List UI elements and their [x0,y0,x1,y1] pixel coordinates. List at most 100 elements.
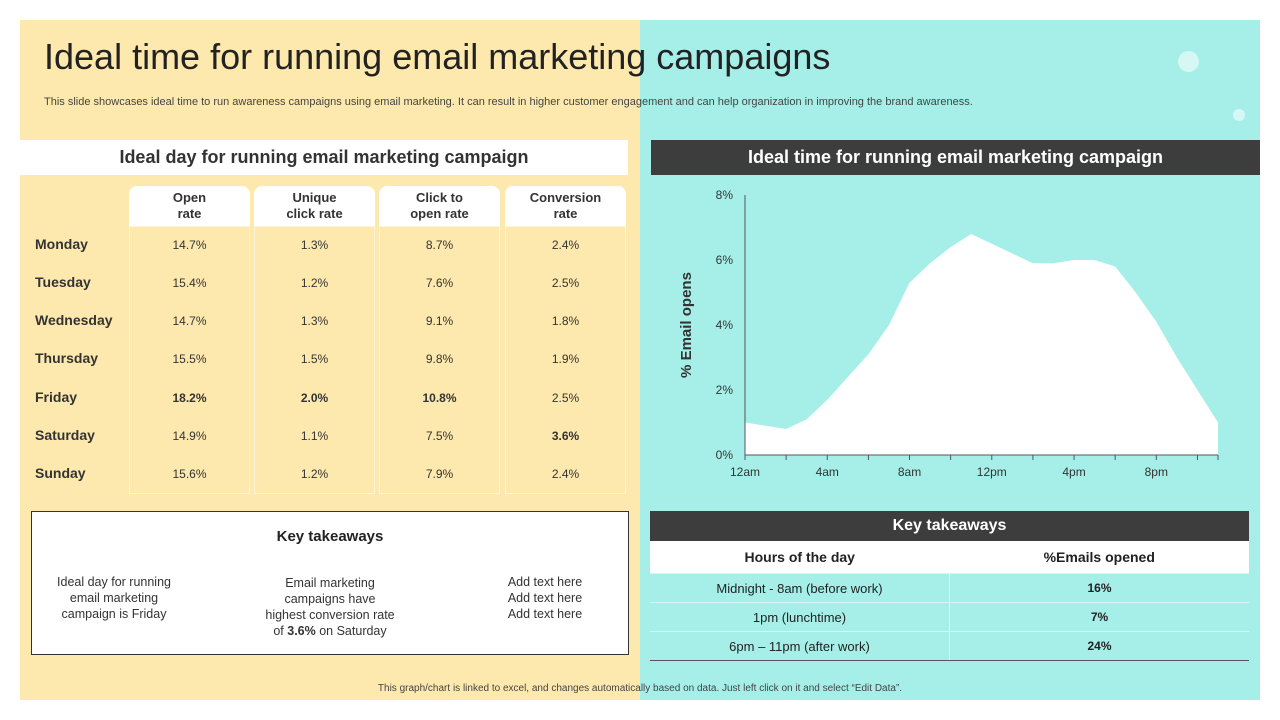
takeaway-saturday: Email marketing campaigns have highest c… [250,575,410,639]
y-tick-label: 8% [716,188,734,202]
area-series [745,234,1218,455]
table-row: 6pm – 11pm (after work) 24% [650,631,1249,661]
placeholder-line: Add text here [507,607,583,621]
day-label: Saturday [35,427,95,443]
day-table-cell: 15.6% [172,467,207,481]
takeaway-text: on Saturday [315,624,387,638]
pct-cell: 24% [1087,639,1112,653]
day-table-cell: 1.2% [300,276,329,290]
day-table-cell: 1.1% [300,429,329,443]
y-tick-label: 6% [716,253,734,267]
day-table-cell: 2.0% [300,391,329,405]
column-body [254,226,375,494]
day-table-cell: 14.7% [172,238,207,252]
column-body [505,226,626,494]
day-label: Monday [35,236,88,252]
hours-column-header: Hours of the day [744,549,855,565]
day-table-heading: Ideal day for running email marketing ca… [20,140,628,175]
day-table-cell: 1.3% [300,314,329,328]
table-row: 1pm (lunchtime) 7% [650,602,1249,631]
takeaway-placeholder: Add text here Add text here Add text her… [487,574,603,622]
day-table-cell: 15.5% [172,352,207,366]
day-table-cell: 1.9% [551,352,580,366]
day-table-cell: 2.4% [551,238,580,252]
takeaway-friday-line: email marketing [69,591,159,605]
x-tick-label: 8am [898,465,921,479]
takeaway-saturday-line: Email marketing [285,576,375,590]
column-header-line: rate [553,206,578,221]
takeaway-saturday-line: campaigns have [284,592,376,606]
placeholder-line: Add text here [507,591,583,605]
day-label: Tuesday [35,274,91,290]
y-tick-label: 0% [716,448,734,462]
pct-cell: 16% [1087,581,1112,595]
chart-heading: Ideal time for running email marketing c… [651,140,1260,175]
day-label: Friday [35,389,78,405]
column-body [379,226,500,494]
takeaway-friday-line: Ideal day for running [57,575,171,589]
hours-cell: 1pm (lunchtime) [650,603,950,631]
day-table-cell: 8.7% [425,238,454,252]
hours-cell: Midnight - 8am (before work) [650,574,950,602]
column-body [129,226,250,494]
emails-opened-column-header: %Emails opened [1043,549,1155,565]
day-label: Sunday [35,465,86,481]
column-header-line: Conversion [529,190,602,205]
day-table-cell: 2.4% [551,467,580,481]
takeaway-text: of [273,624,288,638]
y-tick-label: 2% [716,383,734,397]
day-table-cell: 1.3% [300,238,329,252]
column-header-line: Click to [416,190,463,205]
day-table-cell: 14.7% [172,314,207,328]
x-tick-label: 4am [816,465,839,479]
day-table-cell: 9.1% [425,314,454,328]
takeaway-friday-line: campaign is Friday [61,607,167,621]
decorative-dot-small [1233,109,1245,121]
slide-subtitle: This slide showcases ideal time to run a… [44,96,973,108]
placeholder-line: Add text here [507,575,583,589]
hours-table-header: Hours of the day %Emails opened [650,541,1249,573]
x-tick-label: 12pm [977,465,1007,479]
hours-table: Hours of the day %Emails opened Midnight… [650,541,1249,661]
footer-note: This graph/chart is linked to excel, and… [377,683,903,694]
day-table-cell: 2.5% [551,276,580,290]
day-table-cell: 10.8% [422,391,457,405]
column-header-line: click rate [286,206,343,221]
takeaway-saturday-line: highest conversion rate [265,608,395,622]
column-header-open-rate: Open rate [129,186,250,226]
key-takeaways-left-title: Key takeaways [276,528,384,545]
hours-cell: 6pm – 11pm (after work) [650,632,950,660]
day-table-cell: 15.4% [172,276,207,290]
decorative-dot-large [1178,51,1199,72]
day-table-cell: 3.6% [551,429,580,443]
x-tick-label: 12am [730,465,760,479]
slide-title: Ideal time for running email marketing c… [44,36,831,77]
y-tick-label: 4% [716,318,734,332]
email-opens-area-chart: 12am 4am 8am 12pm 4pm 8pm 0% 2% 4% 6% 8% % Email op… [678,188,1219,479]
key-takeaways-right-title: Key takeaways [650,511,1249,541]
column-header-line: open rate [410,206,469,221]
day-label: Thursday [35,350,99,366]
x-tick-label: 8pm [1145,465,1168,479]
column-header-line: Open [172,190,207,205]
day-table-cell: 1.5% [300,352,329,366]
column-header-unique-click-rate: Unique click rate [254,186,375,226]
column-header-conversion-rate: Conversion rate [505,186,626,226]
column-header-line: Unique [292,190,337,205]
column-header-line: rate [177,206,202,221]
day-table-cell: 1.8% [551,314,580,328]
day-label: Wednesday [35,312,113,328]
day-table-cell: 18.2% [172,391,207,405]
pct-cell: 7% [1090,610,1109,624]
day-table-cell: 7.9% [425,467,454,481]
day-table-cell: 2.5% [551,391,580,405]
takeaway-highlight: 3.6% [287,624,316,638]
takeaway-saturday-line: of 3.6% on Saturday [250,623,410,639]
day-table-cell: 7.5% [425,429,454,443]
x-tick-label: 4pm [1062,465,1085,479]
column-header-click-to-open-rate: Click to open rate [379,186,500,226]
table-row: Midnight - 8am (before work) 16% [650,573,1249,602]
day-table-cell: 1.2% [300,467,329,481]
day-table-cell: 9.8% [425,352,454,366]
day-table-cell: 7.6% [425,276,454,290]
